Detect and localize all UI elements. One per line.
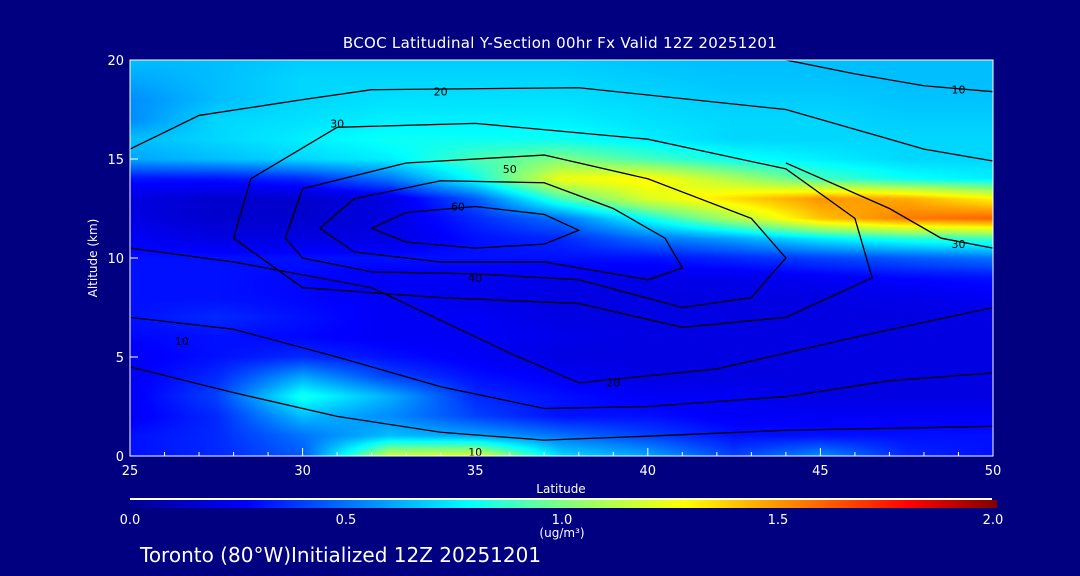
contour-line bbox=[232, 122, 873, 328]
x-axis-label: Latitude bbox=[536, 482, 586, 496]
contour-label: 30 bbox=[330, 117, 344, 130]
x-tick-label: 40 bbox=[640, 464, 657, 479]
contour-label: 30 bbox=[951, 238, 965, 251]
colorbar bbox=[130, 500, 997, 508]
x-tick-label: 25 bbox=[122, 464, 139, 479]
x-tick-label: 45 bbox=[812, 464, 829, 479]
contour-line bbox=[785, 162, 994, 249]
colorbar-tick-label: 1.0 bbox=[551, 513, 573, 528]
contour-line bbox=[284, 154, 787, 309]
y-tick-label: 5 bbox=[116, 351, 124, 366]
colorbar-tick-label: 0.5 bbox=[335, 513, 357, 528]
y-tick-label: 10 bbox=[107, 252, 124, 267]
colorbar-tick-label: 2.0 bbox=[982, 513, 1004, 528]
footer-text: Toronto (80°W)Initialized 12Z 20251201 bbox=[140, 543, 542, 567]
contour-line bbox=[371, 205, 581, 249]
y-tick-label: 15 bbox=[107, 153, 124, 168]
contour-label: 10 bbox=[951, 84, 965, 97]
y-tick-label: 0 bbox=[116, 450, 124, 465]
contour-label: 50 bbox=[503, 163, 517, 176]
contour-line bbox=[129, 316, 994, 410]
contour-label: 20 bbox=[606, 377, 620, 390]
contour-label: 60 bbox=[451, 201, 465, 214]
y-axis-label: Altitude (km) bbox=[86, 218, 100, 298]
colorbar-top-line bbox=[130, 498, 992, 500]
plot-frame bbox=[129, 59, 994, 457]
chart-title: BCOC Latitudinal Y-Section 00hr Fx Valid… bbox=[342, 34, 778, 52]
contour-line bbox=[785, 59, 994, 93]
contour-label: 10 bbox=[175, 335, 189, 348]
concentration-heatmap bbox=[130, 60, 993, 456]
contour-line bbox=[129, 247, 994, 384]
x-tick-label: 30 bbox=[294, 464, 311, 479]
colorbar-units: (ug/m³) bbox=[539, 526, 585, 540]
colorbar-tick-label: 1.5 bbox=[767, 513, 789, 528]
contour-line bbox=[129, 87, 994, 162]
x-tick-label: 50 bbox=[985, 464, 1002, 479]
y-tick-label: 20 bbox=[107, 54, 124, 69]
colorbar-tick-label: 0.0 bbox=[119, 513, 141, 528]
contour-line bbox=[129, 366, 994, 441]
contour-label: 20 bbox=[434, 86, 448, 99]
x-tick-label: 35 bbox=[467, 464, 484, 479]
contour-label: 40 bbox=[468, 272, 482, 285]
contour-line bbox=[319, 180, 684, 281]
